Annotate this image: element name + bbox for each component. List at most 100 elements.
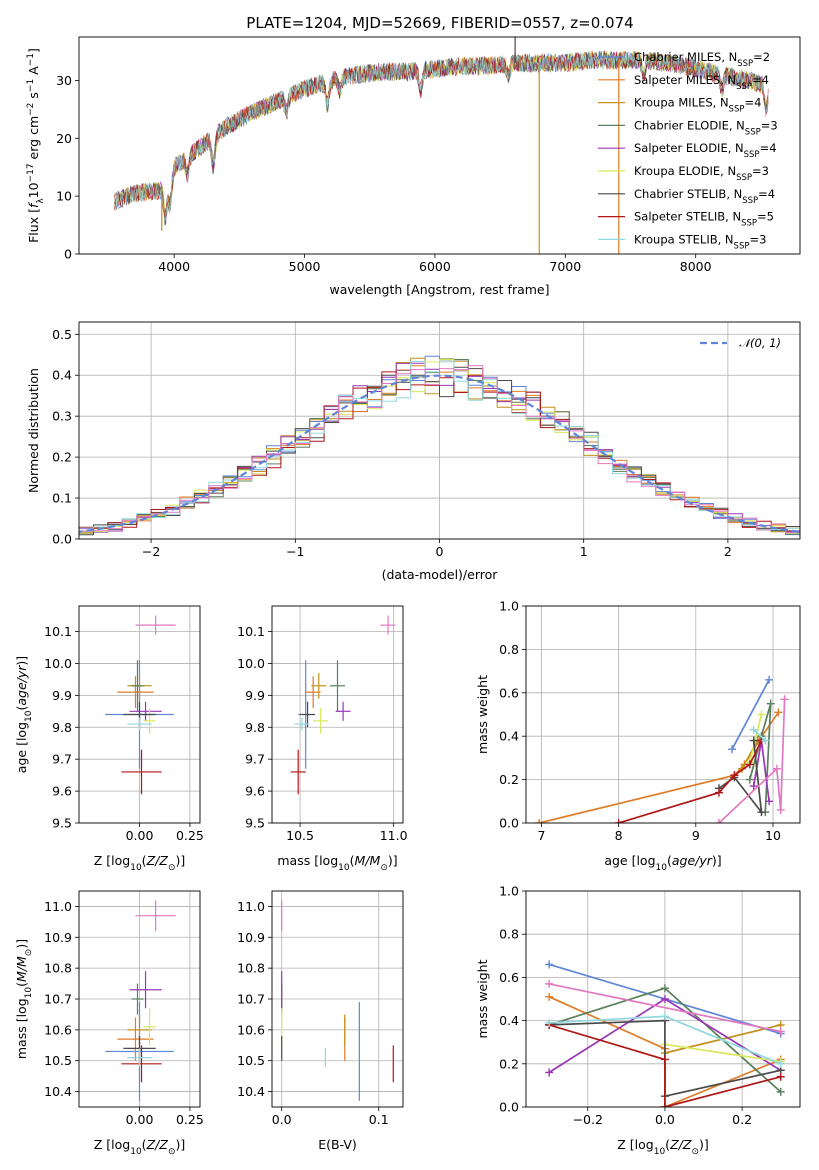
y-tick-label: 1.0 (499, 599, 519, 614)
x-tick-label: 8000 (680, 259, 712, 274)
y-tick-label: 9.5 (52, 816, 72, 831)
y-tick-label: 10.4 (44, 1084, 72, 1099)
y-tick-label: 0.0 (499, 1100, 519, 1115)
y-axis-label-part: / (14, 965, 29, 972)
x-axis-label-part: Z [log (94, 853, 130, 868)
legend-text: Kroupa STELIB, N (634, 232, 734, 246)
x-axis-label-part: Z (669, 1137, 679, 1152)
x-tick-label: 4000 (158, 259, 190, 274)
weight-marker (765, 675, 774, 684)
age-vs-mass-panel: 10.5 11.0 9.5 9.6 9.7 9.8 9.9 10.0 10.1 mass [log… (237, 605, 408, 873)
errorbars (105, 900, 176, 1101)
x-axis-label-part: / (694, 853, 701, 868)
x-tick-label: 0.00 (126, 1112, 154, 1127)
legend-sub: SSP (744, 150, 760, 160)
x-tick-label: 1 (580, 544, 588, 559)
y-axis-label-part: age [log (14, 722, 29, 773)
y-tick-label: 10.4 (237, 1084, 265, 1099)
y-tick-label: 0.4 (499, 1013, 519, 1028)
mass-vs-extinction-panel: 0.0 0.1 10.4 10.5 10.6 10.7 10.8 10.9 11.0 E(B-V) (237, 890, 404, 1152)
y-tick-label: 0.2 (499, 1056, 519, 1071)
weight-line (618, 740, 763, 823)
x-axis-label-part: )] (712, 853, 722, 868)
weight-marker (766, 699, 775, 708)
weight-marker (660, 995, 669, 1003)
y-tick-label: 0.5 (52, 327, 72, 342)
weight-marker (660, 1055, 669, 1064)
x-axis-label-part: 10 (656, 863, 668, 873)
x-axis-label-part: 10 (130, 863, 142, 873)
legend-sub: SSP (745, 127, 761, 137)
weight-marker (745, 760, 754, 769)
legend-text: Salpeter STELIB, N (634, 210, 741, 224)
x-axis-label: Z [log10(Z/Z⊙)] (617, 1137, 709, 1157)
weight-line (753, 729, 766, 742)
x-axis-label-part: age [log (604, 853, 655, 868)
y-axis-label-part: s (26, 92, 41, 103)
x-axis-label-part: Z (682, 1137, 692, 1152)
weight-line (549, 983, 781, 1033)
y-axis-label-part: 10 (26, 182, 41, 198)
legend-text: Chabrier MILES, N (634, 50, 737, 64)
weight-marker (776, 1059, 785, 1068)
weight-marker (757, 808, 766, 817)
x-tick-label: −0.2 (573, 1112, 603, 1127)
y-tick-label: 10.9 (44, 930, 72, 945)
x-axis-label-part: age (672, 853, 696, 868)
y-tick-label: 9.6 (245, 784, 265, 799)
x-tick-label: 0.2 (732, 1112, 752, 1127)
weight-marker (776, 805, 785, 814)
y-axis-label-part: age (14, 682, 29, 706)
weight-marker (545, 960, 554, 969)
axes-frame (78, 36, 801, 255)
x-axis-label-part: ⊙ (691, 1147, 699, 1157)
normal-curve (79, 374, 800, 533)
y-tick-label: 9.7 (52, 752, 72, 767)
weight-marker (535, 819, 544, 823)
weight-marker (765, 797, 774, 806)
y-tick-label: 9.9 (52, 688, 72, 703)
weight-line (548, 1024, 781, 1107)
legend-text: Kroupa MILES, N (634, 96, 729, 110)
legend-entry: Kroupa MILES, NSSP=4 (634, 96, 761, 115)
x-axis-label-part: )] (699, 1137, 709, 1152)
weight-marker (745, 775, 754, 784)
x-axis-label-part: )] (175, 1137, 185, 1152)
weight-line (718, 699, 786, 823)
legend-n: =2 (753, 50, 770, 64)
y-tick-label: 0.2 (52, 450, 72, 465)
weight-marker (730, 771, 739, 780)
weight-marker (757, 710, 766, 719)
y-tick-label: 10.7 (237, 992, 265, 1007)
x-tick-label: 0.00 (126, 828, 154, 843)
weight-line (748, 714, 763, 763)
x-tick-label: 0.25 (176, 828, 204, 843)
y-axis-label-part: M (14, 956, 29, 967)
weight-lines (545, 960, 785, 1107)
axes-frame (78, 890, 201, 1108)
y-axis-label-part: mass [log (14, 998, 29, 1059)
y-tick-label: 10.8 (237, 961, 265, 976)
legend-n: =5 (757, 210, 774, 224)
weight-marker (780, 695, 789, 704)
weight-marker (749, 782, 758, 791)
y-axis-label-part: f (26, 202, 41, 208)
y-axis-label-part: M (14, 971, 29, 982)
y-axis-label-part: 10 (24, 987, 34, 999)
legend-sub: SSP (734, 241, 750, 251)
x-axis-label-part: )] (175, 853, 185, 868)
x-axis-label: (data-model)/error (382, 567, 499, 582)
x-axis-label-part: ( (350, 853, 355, 868)
legend-entry: Chabrier MILES, NSSP=2 (634, 50, 770, 69)
x-axis-label-part: ( (142, 1137, 147, 1152)
spectrum-lines (113, 37, 769, 254)
y-tick-label: 1.0 (499, 884, 519, 899)
legend-entry: 𝒩(0, 1) (739, 336, 781, 350)
y-axis-label: mass weight (475, 675, 490, 754)
weight-vs-metallicity-panel: −0.2 0.0 0.20.00.20.40.60.81.0Z [log10(Z/Z… (475, 884, 801, 1157)
y-tick-label: 10.9 (237, 930, 265, 945)
y-axis-label-part: ( (14, 982, 29, 987)
x-axis-label-part: 10 (654, 1147, 666, 1157)
x-axis-label: wavelength [Angstrom, rest frame] (329, 282, 549, 297)
weight-line (664, 1043, 781, 1063)
